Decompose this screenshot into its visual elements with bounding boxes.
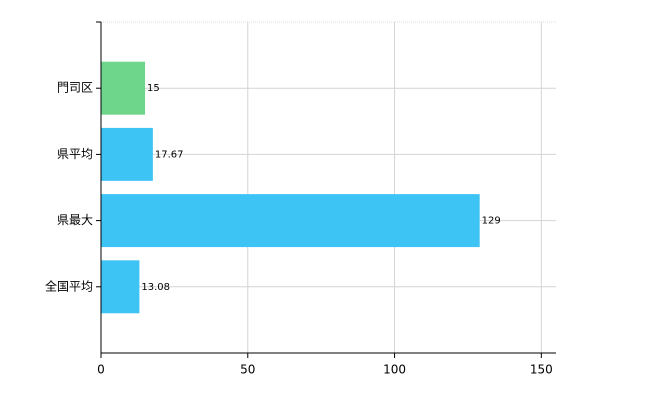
value-label: 15 — [147, 83, 160, 94]
value-label: 13.08 — [141, 282, 170, 293]
x-tick-label: 100 — [383, 363, 406, 377]
y-tick-label: 県最大 — [57, 213, 93, 227]
x-tick-label: 50 — [240, 363, 255, 377]
value-label: 129 — [482, 216, 501, 227]
bar — [101, 61, 146, 115]
y-tick-label: 県平均 — [57, 147, 93, 161]
y-tick-label: 門司区 — [57, 81, 93, 95]
value-label: 17.67 — [155, 149, 184, 160]
x-tick-label: 150 — [530, 363, 553, 377]
bar — [101, 260, 140, 314]
y-tick-label: 全国平均 — [45, 278, 93, 293]
x-tick-label: 0 — [97, 363, 105, 377]
bar — [101, 194, 480, 248]
bar — [101, 127, 153, 181]
